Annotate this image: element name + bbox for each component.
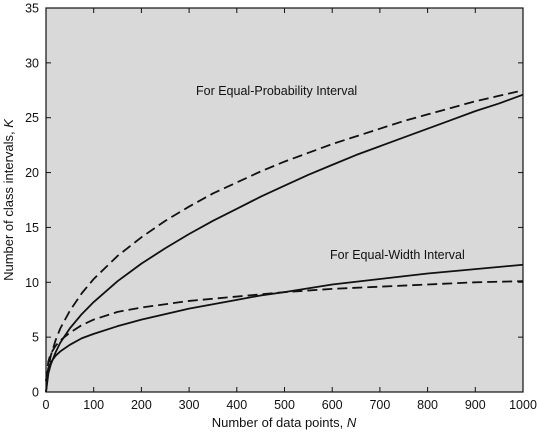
y-tick-label: 0 (32, 386, 39, 400)
y-tick-label: 35 (25, 2, 39, 16)
x-tick-label: 400 (226, 398, 247, 412)
series-line-4-dashed (45, 280, 524, 382)
y-tick-label: 30 (25, 56, 39, 70)
data-series (45, 89, 524, 393)
x-tick-label: 800 (417, 398, 438, 412)
x-tick-label: 900 (465, 398, 486, 412)
y-tick-label: 20 (25, 166, 39, 180)
y-tick-label: 25 (25, 111, 39, 125)
series-line-2-dashed (45, 89, 524, 393)
x-tick-label: 1000 (509, 398, 537, 412)
x-tick-label: 200 (131, 398, 152, 412)
annotation-equal-probability: For Equal-Probability Interval (196, 84, 357, 98)
plot-area (45, 7, 524, 393)
x-axis-title: Number of data points, N (212, 415, 357, 430)
y-tick-label: 5 (32, 331, 39, 345)
annotation-equal-width: For Equal-Width Interval (330, 248, 465, 262)
y-axis-title: Number of class intervals, K (1, 118, 16, 281)
x-tick-label: 0 (43, 398, 50, 412)
x-tick-label: 500 (274, 398, 295, 412)
y-tick-label: 10 (25, 276, 39, 290)
x-tick-label: 600 (322, 398, 343, 412)
axis-ticks: 0 100 200 300 400 500 600 700 800 900 1000 0 5 10 15 20… (25, 2, 537, 413)
x-tick-label: 700 (369, 398, 390, 412)
y-tick-label: 15 (25, 221, 39, 235)
x-tick-label: 300 (179, 398, 200, 412)
x-tick-label: 100 (83, 398, 104, 412)
series-line-3-solid (45, 263, 524, 382)
